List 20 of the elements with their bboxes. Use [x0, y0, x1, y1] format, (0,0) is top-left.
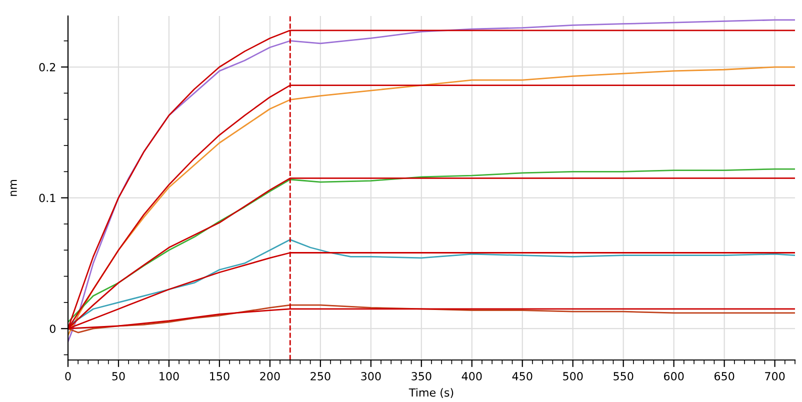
- x-tick-label: 300: [361, 372, 381, 380]
- x-tick-label: 400: [462, 372, 482, 380]
- x-tick-label: 650: [714, 372, 734, 380]
- y-tick-label: 0: [50, 324, 56, 333]
- x-tick-label: 500: [563, 372, 583, 380]
- y-tick-label: 0.2: [39, 62, 56, 72]
- x-tick-label: 200: [260, 372, 280, 380]
- x-tick-label: 50: [112, 372, 125, 380]
- y-tick-label: 0.1: [39, 194, 56, 202]
- x-tick-label: 0: [65, 372, 71, 380]
- y-axis-title: nm: [10, 180, 17, 196]
- x-tick-label: 450: [512, 372, 532, 380]
- x-tick-label: 150: [210, 372, 230, 380]
- x-axis-title: Time (s): [408, 388, 454, 398]
- x-tick-label: 700: [765, 372, 785, 380]
- x-tick-label: 250: [310, 372, 330, 380]
- x-tick-label: 350: [412, 372, 432, 380]
- x-tick-label: 550: [614, 372, 634, 380]
- x-tick-label: 600: [664, 372, 684, 380]
- x-tick-label: 100: [160, 372, 179, 380]
